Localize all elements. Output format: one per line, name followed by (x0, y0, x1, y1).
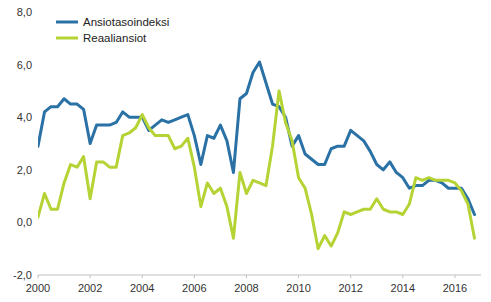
x-tick-label: 2006 (182, 282, 206, 294)
y-tick-label: -2,0 (13, 269, 32, 281)
x-tick (298, 275, 299, 278)
x-tick (246, 275, 247, 278)
y-tick-label: 2,0 (17, 164, 32, 176)
series-line (38, 91, 474, 249)
legend-label: Ansiotasoindeksi (83, 16, 169, 28)
legend-label: Reaaliansiot (83, 32, 147, 44)
x-tick-label: 2008 (234, 282, 258, 294)
x-tick-label: 2016 (443, 282, 467, 294)
legend-swatch (56, 37, 78, 40)
y-tick-label: 6,0 (17, 59, 32, 71)
x-tick (38, 275, 39, 278)
legend-swatch (56, 21, 78, 24)
y-tick-label: 8,0 (17, 6, 32, 18)
x-tick (194, 275, 195, 278)
y-tick (35, 117, 38, 118)
x-axis-line (38, 275, 481, 276)
x-tick (90, 275, 91, 278)
y-tick-label: 0,0 (17, 216, 32, 228)
y-tick (35, 12, 38, 13)
x-tick-label: 2014 (391, 282, 415, 294)
y-tick (35, 64, 38, 65)
x-tick-label: 2000 (26, 282, 50, 294)
y-tick-label: 4,0 (17, 111, 32, 123)
x-tick-label: 2004 (130, 282, 154, 294)
x-tick-label: 2012 (338, 282, 362, 294)
x-tick (454, 275, 455, 278)
x-tick-label: 2002 (78, 282, 102, 294)
chart: -2,0 0,0 2,0 4,0 6,0 8,0 2000 2002 2004 2006 2008 2… (0, 0, 491, 302)
plot-area (38, 62, 474, 249)
y-tick (35, 222, 38, 223)
x-tick (402, 275, 403, 278)
y-tick (35, 169, 38, 170)
x-tick (142, 275, 143, 278)
x-tick-label: 2010 (286, 282, 310, 294)
series-line (38, 62, 474, 215)
x-tick (350, 275, 351, 278)
